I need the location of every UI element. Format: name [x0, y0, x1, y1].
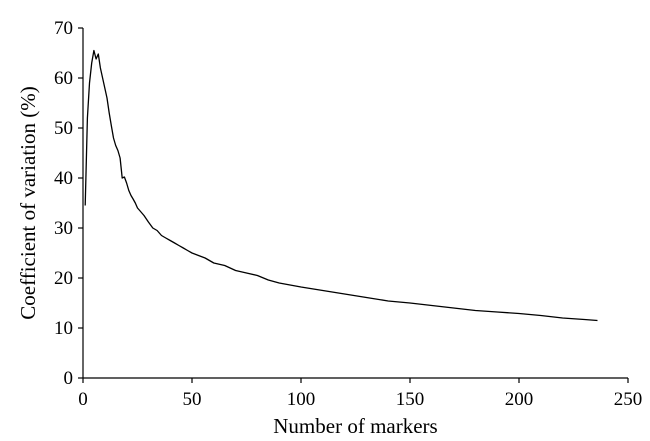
x-axis-ticks: 0 50 100 150 200 250 [78, 378, 642, 410]
x-tick-label: 100 [287, 389, 316, 410]
y-tick-label: 0 [64, 368, 74, 389]
y-tick-label: 20 [54, 268, 73, 289]
y-tick-label: 40 [54, 168, 73, 189]
x-axis-title: Number of markers [273, 414, 437, 438]
y-axis-title: Coefficient of variation (%) [16, 86, 40, 319]
y-tick-label: 30 [54, 218, 73, 239]
y-tick-label: 70 [54, 18, 73, 39]
x-tick-label: 150 [396, 389, 425, 410]
x-tick-label: 200 [505, 389, 534, 410]
x-tick-label: 50 [183, 389, 202, 410]
y-tick-label: 10 [54, 318, 73, 339]
y-tick-label: 50 [54, 118, 73, 139]
x-tick-label: 0 [78, 389, 88, 410]
y-axis-ticks: 0 10 20 30 40 50 60 70 [54, 18, 83, 389]
y-tick-label: 60 [54, 68, 73, 89]
x-tick-label: 250 [614, 389, 643, 410]
series-line [84, 49, 598, 322]
